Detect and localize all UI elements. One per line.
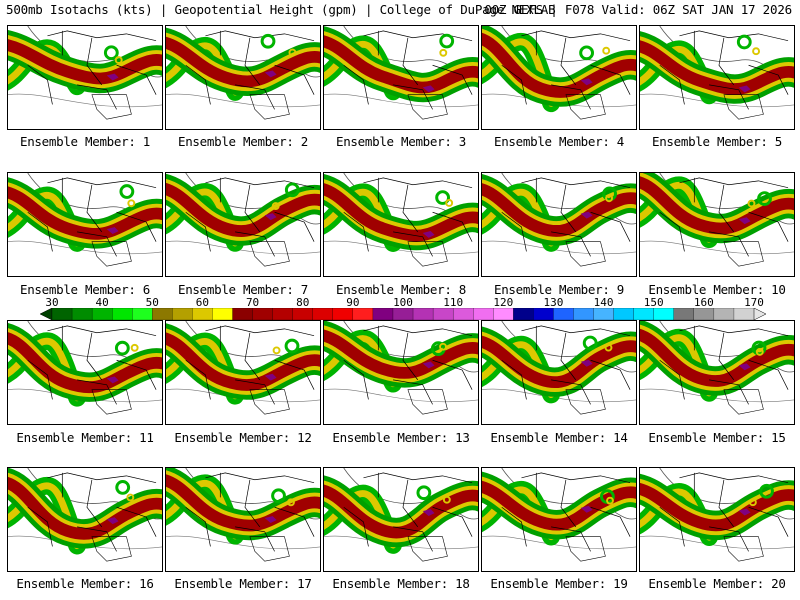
colorbar-swatch bbox=[232, 308, 254, 320]
ensemble-map-1 bbox=[7, 25, 163, 130]
ensemble-member-label: Ensemble Member: 4 bbox=[493, 134, 625, 149]
colorbar-tick-label: 110 bbox=[443, 296, 464, 309]
ensemble-member-label: Ensemble Member: 5 bbox=[651, 134, 783, 149]
colorbar-tick-label: 30 bbox=[45, 296, 59, 309]
colorbar-tick-label: 50 bbox=[145, 296, 159, 309]
ensemble-member-label: Ensemble Member: 9 bbox=[493, 282, 625, 297]
ensemble-member-label: Ensemble Member: 17 bbox=[174, 576, 312, 591]
colorbar-swatch bbox=[653, 308, 675, 320]
colorbar-swatch bbox=[51, 308, 73, 320]
colorbar-swatch bbox=[513, 308, 534, 320]
ensemble-member-label: Ensemble Member: 6 bbox=[19, 282, 151, 297]
colorbar-swatch bbox=[713, 308, 735, 320]
ensemble-member-label: Ensemble Member: 7 bbox=[177, 282, 309, 297]
colorbar-tick-label: 90 bbox=[346, 296, 360, 309]
ensemble-member-label: Ensemble Member: 13 bbox=[332, 430, 470, 445]
colorbar-swatch bbox=[71, 308, 93, 320]
colorbar-swatch bbox=[693, 308, 715, 320]
ensemble-member-label: Ensemble Member: 8 bbox=[335, 282, 467, 297]
colorbar-swatch bbox=[352, 308, 374, 320]
ensemble-map-17 bbox=[165, 467, 321, 572]
ensemble-map-19 bbox=[481, 467, 637, 572]
colorbar-swatch bbox=[312, 308, 334, 320]
colorbar-swatch bbox=[372, 308, 394, 320]
colorbar-tick-label: 70 bbox=[245, 296, 260, 309]
map-title: 500mb Isotachs (kts) | Geopotential Heig… bbox=[6, 2, 556, 17]
colorbar-tick-label: 80 bbox=[296, 296, 310, 309]
ensemble-member-label: Ensemble Member: 2 bbox=[177, 134, 309, 149]
ensemble-map-5 bbox=[639, 25, 795, 130]
isotach-colorbar bbox=[40, 308, 766, 320]
colorbar-swatch bbox=[112, 308, 133, 320]
ensemble-map-4 bbox=[481, 25, 637, 130]
ensemble-map-20 bbox=[639, 467, 795, 572]
colorbar-swatch bbox=[533, 308, 554, 320]
colorbar-swatch bbox=[573, 308, 594, 320]
colorbar-tick-label: 130 bbox=[543, 296, 564, 309]
colorbar-swatch bbox=[673, 308, 695, 320]
colorbar-swatch bbox=[272, 308, 294, 320]
colorbar-swatch bbox=[252, 308, 274, 320]
ensemble-map-16 bbox=[7, 467, 163, 572]
colorbar-tick-label: 100 bbox=[393, 296, 413, 309]
ensemble-map-11 bbox=[7, 320, 163, 425]
colorbar-swatch bbox=[192, 308, 213, 320]
ensemble-map-9 bbox=[481, 172, 637, 277]
colorbar-swatch bbox=[152, 308, 173, 320]
colorbar-swatch bbox=[332, 308, 354, 320]
ensemble-member-label: Ensemble Member: 15 bbox=[648, 430, 786, 445]
ensemble-map-13 bbox=[323, 320, 479, 425]
colorbar-swatch bbox=[392, 308, 414, 320]
colorbar-swatch bbox=[733, 308, 755, 320]
ensemble-member-label: Ensemble Member: 1 bbox=[19, 134, 151, 149]
colorbar-tick-label: 140 bbox=[593, 296, 614, 309]
colorbar-swatch bbox=[553, 308, 574, 320]
ensemble-map-7 bbox=[165, 172, 321, 277]
ensemble-map-2 bbox=[165, 25, 321, 130]
ensemble-member-label: Ensemble Member: 3 bbox=[335, 134, 467, 149]
ensemble-map-14 bbox=[481, 320, 637, 425]
colorbar-swatch bbox=[432, 308, 454, 320]
model-run-info: 00Z GEFS | F078 Valid: 06Z SAT JAN 17 20… bbox=[484, 2, 792, 17]
colorbar-tick-label: 120 bbox=[493, 296, 514, 309]
ensemble-member-label: Ensemble Member: 19 bbox=[490, 576, 628, 591]
ensemble-map-15 bbox=[639, 320, 795, 425]
ensemble-member-label: Ensemble Member: 11 bbox=[16, 430, 154, 445]
colorbar-swatch bbox=[132, 308, 153, 320]
ensemble-map-10 bbox=[639, 172, 795, 277]
colorbar-swatch bbox=[172, 308, 193, 320]
ensemble-map-3 bbox=[323, 25, 479, 130]
colorbar-tick-label: 60 bbox=[195, 296, 210, 309]
colorbar-tick-label: 40 bbox=[95, 296, 109, 309]
colorbar-swatch bbox=[593, 308, 615, 320]
colorbar-swatch bbox=[91, 308, 113, 320]
ensemble-member-label: Ensemble Member: 12 bbox=[174, 430, 312, 445]
colorbar-swatch bbox=[452, 308, 474, 320]
ensemble-map-6 bbox=[7, 172, 163, 277]
ensemble-member-label: Ensemble Member: 20 bbox=[648, 576, 786, 591]
colorbar-swatch bbox=[633, 308, 655, 320]
colorbar-swatch bbox=[613, 308, 635, 320]
ensemble-map-8 bbox=[323, 172, 479, 277]
colorbar-swatch bbox=[212, 308, 233, 320]
colorbar-swatch bbox=[473, 308, 494, 320]
colorbar-tick-label: 150 bbox=[643, 296, 664, 309]
colorbar-swatch bbox=[412, 308, 434, 320]
ensemble-map-18 bbox=[323, 467, 479, 572]
ensemble-member-label: Ensemble Member: 18 bbox=[332, 576, 470, 591]
colorbar-tick-label: 170 bbox=[744, 296, 764, 309]
ensemble-member-label: Ensemble Member: 16 bbox=[16, 576, 154, 591]
ensemble-map-12 bbox=[165, 320, 321, 425]
ensemble-member-label: Ensemble Member: 14 bbox=[490, 430, 628, 445]
ensemble-member-label: Ensemble Member: 10 bbox=[648, 282, 786, 297]
colorbar-tick-label: 160 bbox=[693, 296, 714, 309]
colorbar-swatch bbox=[292, 308, 314, 320]
colorbar-swatch bbox=[493, 308, 514, 320]
